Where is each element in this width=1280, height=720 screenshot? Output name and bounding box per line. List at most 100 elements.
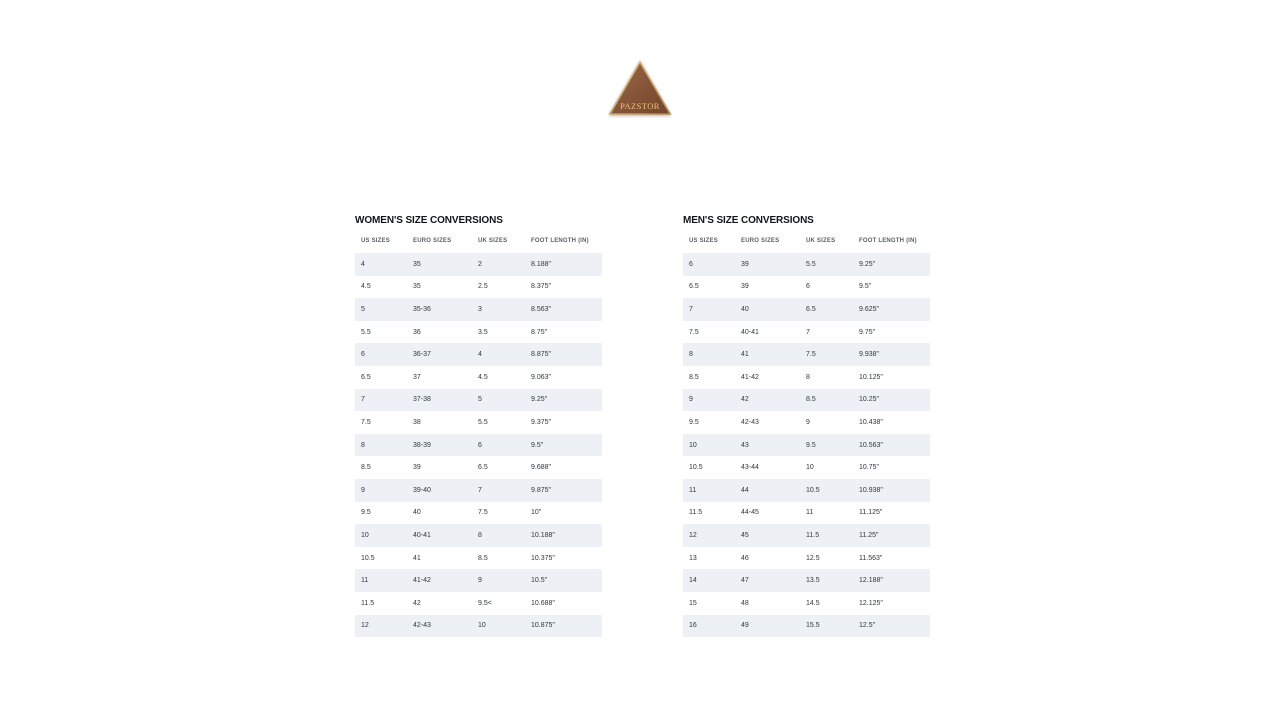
table-row: 6 36-37 4 8.875" [355,343,602,366]
table-row: 14 47 13.5 12.188" [683,569,930,592]
table-row: 7.5 40-41 7 9.75" [683,321,930,344]
table-cell: 11 [689,486,697,494]
table-cell: 7.5 [361,418,371,426]
table-cell: 11.125" [859,509,883,517]
table-cell: 36 [413,328,421,336]
table-cell: 10.563" [859,441,883,449]
table-cell: 37-38 [413,396,431,404]
table-cell: 9.5" [531,441,544,449]
table-cell: 40-41 [741,328,759,336]
womens-table-body: 4 35 2 8.188" 4.5 35 2.5 8.375" 5 35-36 3 8.563" 5.5… [355,253,602,638]
table-cell: 38 [413,418,421,426]
table-row: 6.5 39 6 9.5" [683,276,930,299]
table-cell: 12 [361,622,369,630]
table-cell: 41 [413,554,421,562]
table-row: 8.5 39 6.5 9.688" [355,456,602,479]
table-cell: 8 [806,373,810,381]
table-cell: 9 [689,396,693,404]
table-cell: 47 [741,577,749,585]
table-cell: 44-45 [741,509,759,517]
table-cell: 10.5 [689,464,703,472]
table-cell: 9 [478,577,482,585]
table-cell: 39 [413,464,421,472]
table-cell: 11.25" [859,531,879,539]
table-cell: 39 [741,283,749,291]
table-cell: 6 [689,260,693,268]
table-cell: 11.5 [361,599,375,607]
table-cell: 43-44 [741,464,759,472]
table-cell: 5.5 [806,260,816,268]
table-row: 15 48 14.5 12.125" [683,592,930,615]
table-cell: 36-37 [413,351,431,359]
brand-logo[interactable]: PAZSTOR [608,60,672,118]
table-cell: 44 [741,486,749,494]
table-cell: 8.5 [478,554,488,562]
table-row: 10.5 41 8.5 10.375" [355,547,602,570]
table-cell: 40 [741,305,749,313]
table-cell: 4 [478,351,482,359]
table-cell: 42 [741,396,749,404]
table-cell: 10" [531,509,542,517]
womens-table-header: US SIZES EURO SIZES UK SIZES FOOT LENGTH… [355,238,602,253]
table-cell: 7 [361,396,365,404]
table-cell: 14 [689,577,697,585]
table-cell: 41-42 [741,373,759,381]
table-row: 12 42-43 10 10.875" [355,614,602,638]
table-cell: 15 [689,599,697,607]
table-cell: 7.5 [478,509,488,517]
table-cell: 45 [741,531,749,539]
table-cell: 12.125" [859,599,883,607]
table-cell: 40 [413,509,421,517]
table-row: 8 41 7.5 9.938" [683,343,930,366]
column-header-uk-sizes: UK SIZES [478,238,508,244]
table-cell: 9.5 [806,441,816,449]
table-cell: 46 [741,554,749,562]
table-cell: 11.5 [689,509,703,517]
table-cell: 10.5 [361,554,375,562]
table-cell: 6.5 [806,305,816,313]
table-cell: 6.5 [478,464,488,472]
table-row: 6 39 5.5 9.25" [683,253,930,276]
table-cell: 2.5 [478,283,488,291]
table-cell: 40-41 [413,531,431,539]
table-cell: 8.875" [531,351,552,359]
table-row: 9.5 42-43 9 10.438" [683,411,930,434]
mens-table-header: US SIZES EURO SIZES UK SIZES FOOT LENGTH… [683,238,930,253]
table-cell: 41-42 [413,577,431,585]
table-cell: 8 [361,441,365,449]
table-cell: 10 [806,464,814,472]
table-cell: 10.5" [531,577,548,585]
mens-table-title: MEN'S SIZE CONVERSIONS [683,215,814,226]
table-row: 7 40 6.5 9.625" [683,298,930,321]
table-cell: 12.5 [806,554,820,562]
table-row: 8.5 41-42 8 10.125" [683,366,930,389]
table-cell: 7 [689,305,693,313]
table-cell: 9 [806,418,810,426]
table-cell: 15.5 [806,622,820,630]
table-cell: 16 [689,622,697,630]
table-cell: 11 [361,577,369,585]
table-cell: 6.5 [361,373,371,381]
table-cell: 8.5 [806,396,816,404]
table-cell: 9.5 [689,418,699,426]
table-cell: 9.5< [478,599,492,607]
table-cell: 6 [361,351,365,359]
table-cell: 10.938" [859,486,883,494]
table-cell: 2 [478,260,482,268]
table-row: 8 38-39 6 9.5" [355,433,602,457]
table-row: 12 45 11.5 11.25" [683,524,930,547]
table-cell: 10.688" [531,599,555,607]
table-cell: 42 [413,599,421,607]
column-header-foot-length: FOOT LENGTH (IN) [859,238,917,244]
table-cell: 7.5 [806,351,816,359]
table-cell: 9.5" [859,283,872,291]
table-cell: 7 [478,486,482,494]
table-row: 9 42 8.5 10.25" [683,388,930,412]
table-cell: 10.438" [859,418,883,426]
table-cell: 10.25" [859,396,880,404]
table-cell: 9.75" [859,328,876,336]
table-cell: 10.188" [531,531,555,539]
table-cell: 43 [741,441,749,449]
womens-size-table: WOMEN'S SIZE CONVERSIONS US SIZES EURO S… [355,215,602,638]
table-cell: 6.5 [689,283,699,291]
